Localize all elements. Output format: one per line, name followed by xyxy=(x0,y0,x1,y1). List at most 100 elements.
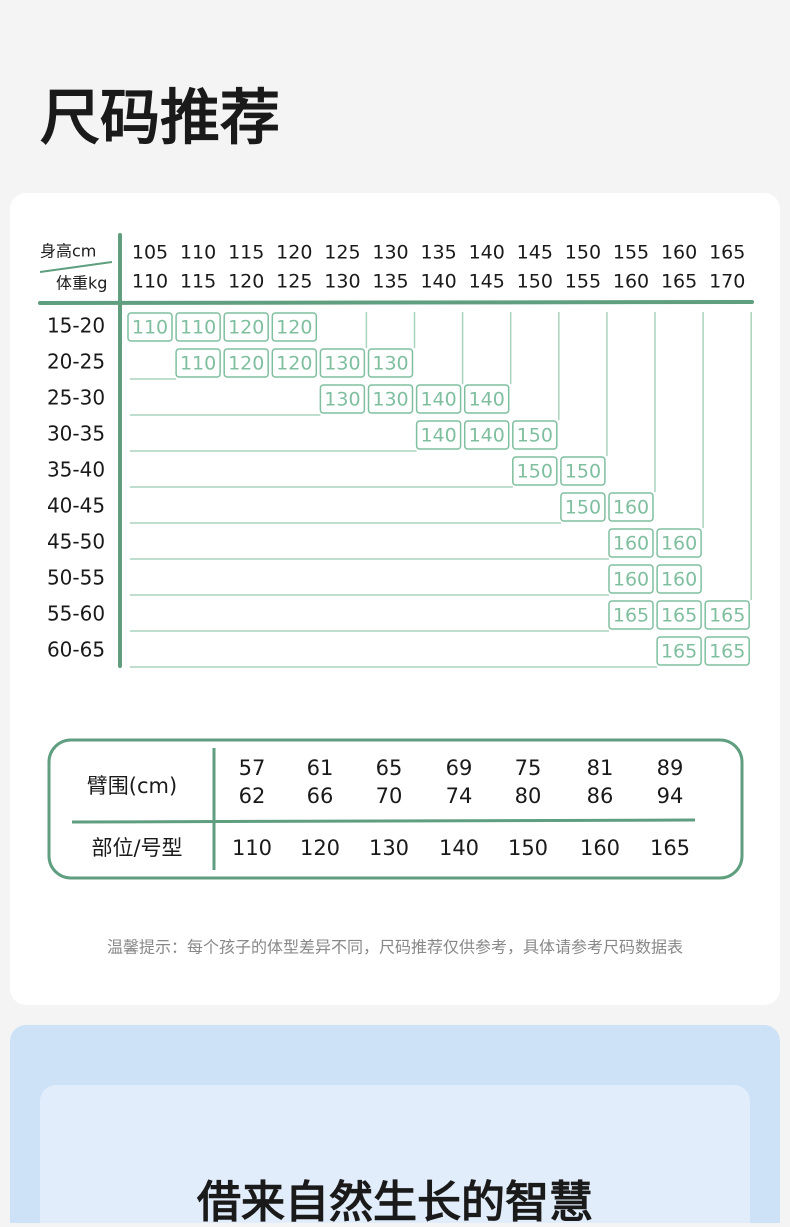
arm-size: 140 xyxy=(439,836,479,860)
size-value: 120 xyxy=(228,353,264,375)
size-box xyxy=(223,348,269,378)
size-box xyxy=(367,384,414,414)
size-box xyxy=(656,636,702,666)
arm-top: 69 xyxy=(446,756,473,780)
height-label: 身高cm xyxy=(40,242,96,261)
size-box xyxy=(656,528,702,558)
arm-top: 81 xyxy=(587,756,614,780)
size-value: 130 xyxy=(324,353,360,375)
weight-label: 25-30 xyxy=(47,386,105,410)
weight-label: 20-25 xyxy=(47,350,105,374)
size-value: 130 xyxy=(324,389,360,411)
size-value: 150 xyxy=(517,461,553,483)
size-box xyxy=(608,528,654,558)
size-value: 165 xyxy=(613,605,649,627)
height-top: 155 xyxy=(613,242,649,264)
size-value: 150 xyxy=(517,425,553,447)
arm-box xyxy=(47,738,744,880)
size-box xyxy=(560,456,606,486)
height-top: 150 xyxy=(565,242,601,264)
weight-label: 60-65 xyxy=(47,638,105,662)
weight-label: 体重kg xyxy=(56,274,107,293)
next-card xyxy=(40,1085,750,1227)
arm-bottom: 80 xyxy=(515,784,542,808)
size-value: 110 xyxy=(180,317,216,339)
height-bottom: 110 xyxy=(132,271,168,293)
size-value: 130 xyxy=(372,353,408,375)
size-box xyxy=(367,348,414,378)
size-value: 140 xyxy=(420,425,456,447)
size-value: 165 xyxy=(709,641,745,663)
size-box xyxy=(175,312,221,342)
height-top: 160 xyxy=(661,242,697,264)
arm-bottom: 66 xyxy=(307,784,334,808)
weight-label: 40-45 xyxy=(47,494,105,518)
size-value: 165 xyxy=(661,641,697,663)
arm-top: 61 xyxy=(307,756,334,780)
size-box xyxy=(608,600,654,630)
size-box xyxy=(319,384,366,414)
height-top: 140 xyxy=(469,242,505,264)
size-box xyxy=(704,600,750,630)
size-value: 130 xyxy=(372,389,408,411)
arm-bottom: 94 xyxy=(657,784,684,808)
height-bottom: 120 xyxy=(228,271,264,293)
size-box xyxy=(656,564,702,594)
arm-bottom: 74 xyxy=(446,784,473,808)
size-box xyxy=(512,456,558,486)
height-top: 115 xyxy=(228,242,264,264)
size-box xyxy=(704,636,750,666)
height-top: 130 xyxy=(372,242,408,264)
height-bottom: 135 xyxy=(372,271,408,293)
arm-row-line xyxy=(71,818,696,824)
size-value: 120 xyxy=(228,317,264,339)
height-top: 105 xyxy=(132,242,168,264)
size-value: 160 xyxy=(661,533,697,555)
arm-bottom: 86 xyxy=(587,784,614,808)
arm-label: 臂围(cm) xyxy=(87,774,177,798)
size-value: 165 xyxy=(661,605,697,627)
weight-label: 55-60 xyxy=(47,602,105,626)
height-top: 110 xyxy=(180,242,216,264)
height-bottom: 140 xyxy=(420,271,456,293)
height-top: 135 xyxy=(420,242,456,264)
height-top: 120 xyxy=(276,242,312,264)
arm-bottom: 70 xyxy=(376,784,403,808)
height-top: 125 xyxy=(324,242,360,264)
height-bottom: 160 xyxy=(613,271,649,293)
header-line xyxy=(38,300,754,305)
arm-top: 89 xyxy=(657,756,684,780)
height-top: 145 xyxy=(517,242,553,264)
size-value: 120 xyxy=(276,353,312,375)
size-box xyxy=(608,492,654,522)
size-box xyxy=(560,492,606,522)
arm-bottom: 62 xyxy=(239,784,266,808)
page-title: 尺码推荐 xyxy=(40,84,280,154)
size-box xyxy=(415,420,462,450)
size-value: 150 xyxy=(565,497,601,519)
next-title: 借来自然生长的智慧 xyxy=(196,1177,593,1223)
height-bottom: 150 xyxy=(517,271,553,293)
size-box xyxy=(656,600,702,630)
size-box xyxy=(463,420,510,450)
size-value: 120 xyxy=(276,317,312,339)
arm-size: 120 xyxy=(300,836,340,860)
weight-label: 45-50 xyxy=(47,530,105,554)
size-value: 110 xyxy=(132,317,168,339)
height-bottom: 130 xyxy=(324,271,360,293)
size-value: 160 xyxy=(661,569,697,591)
size-box xyxy=(415,384,462,414)
height-bottom: 155 xyxy=(565,271,601,293)
weight-label: 50-55 xyxy=(47,566,105,590)
note: 温馨提示：每个孩子的体型差异不同，尺码推荐仅供参考，具体请参考尺码数据表 xyxy=(107,938,683,957)
size-box xyxy=(223,312,269,342)
size-box xyxy=(271,348,318,378)
height-bottom: 165 xyxy=(661,271,697,293)
height-bottom: 170 xyxy=(709,271,745,293)
arm-size: 150 xyxy=(508,836,548,860)
arm-top: 75 xyxy=(515,756,542,780)
arm-size: 165 xyxy=(650,836,690,860)
arm-size: 110 xyxy=(232,836,272,860)
